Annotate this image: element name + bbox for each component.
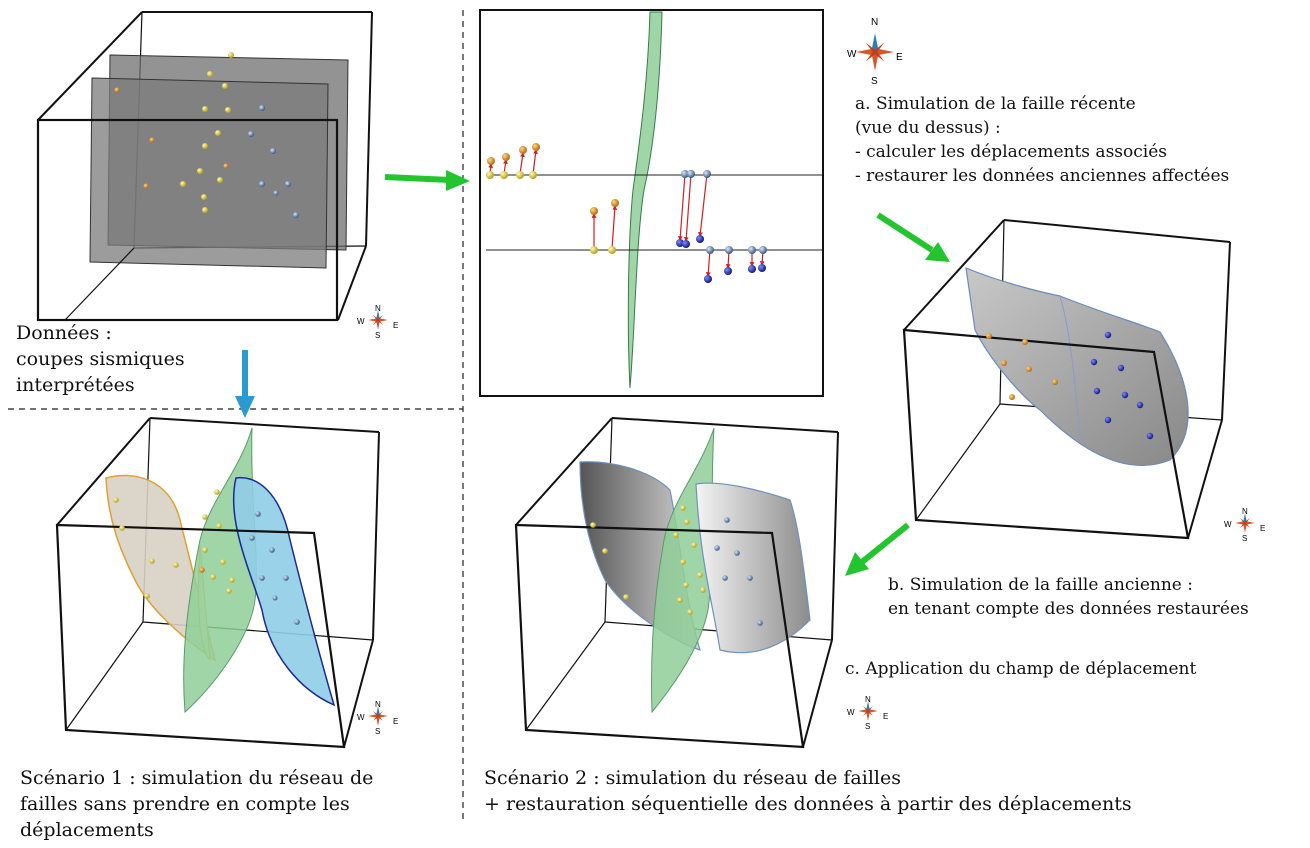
flow-arrow-icon: [845, 522, 910, 576]
donnees-label: Données : coupes sismiques interprétées: [16, 320, 185, 398]
compass-w-label: W: [847, 49, 857, 60]
compass-w-label: W: [1224, 520, 1232, 529]
dividers: [8, 10, 464, 820]
compass-e-label: E: [393, 321, 398, 330]
scenario2-line-2: + restauration séquentielle des données …: [484, 793, 1132, 815]
scenario1-line-3: déplacements: [20, 819, 154, 841]
step-b-line-2: en tenant compte des données restaurées: [888, 599, 1249, 619]
flow-arrow-icon: [876, 212, 950, 262]
compass-e-label: E: [393, 717, 398, 726]
compass-e-label: E: [1260, 524, 1265, 533]
scenario1-caption: Scénario 1 : simulation du réseau de fai…: [20, 765, 373, 843]
compass-w-label: W: [357, 713, 365, 722]
compass-n-label: N: [375, 304, 381, 313]
compass-n-label: N: [871, 17, 878, 28]
scenario1-line-1: Scénario 1 : simulation du réseau de: [20, 767, 374, 789]
compass-w-label: W: [847, 708, 855, 717]
donnees-line-2: coupes sismiques: [16, 348, 185, 370]
compass-n-label: N: [865, 695, 871, 704]
compass-e-label: E: [896, 52, 903, 63]
compass-rose-icon: [368, 706, 388, 726]
scenario2-line-1: Scénario 2 : simulation du réseau de fai…: [484, 767, 901, 789]
scenario2-caption: Scénario 2 : simulation du réseau de fai…: [484, 765, 1132, 817]
displacement-vectors: [488, 149, 765, 277]
compass-rose-icon: [368, 310, 388, 330]
scenario1-line-2: failles sans prendre en compte les: [20, 793, 350, 815]
top-view-panel: [479, 9, 824, 397]
step-a-line-1: a. Simulation de la faille récente: [855, 94, 1136, 114]
compass-rose-icon: [858, 701, 878, 721]
flow-arrow-icon: [235, 350, 255, 418]
donnees-line-3: interprétées: [16, 374, 135, 396]
step-a-label: a. Simulation de la faille récente (vue …: [855, 92, 1229, 188]
compass-s-label: S: [1242, 534, 1247, 543]
seismic-sections-box: [36, 11, 373, 322]
scenario1-box: [55, 417, 380, 749]
step-a-line-4: - restaurer les données anciennes affect…: [855, 166, 1230, 186]
compass-s-label: S: [865, 722, 870, 731]
compass-s-label: S: [375, 331, 380, 340]
step-a-line-2: (vue du dessus) :: [855, 118, 1001, 138]
step-b-line-1: b. Simulation de la faille ancienne :: [888, 575, 1193, 595]
compass-e-label: E: [883, 712, 888, 721]
compass-rose-icon: [1235, 513, 1255, 533]
compass-n-label: N: [375, 700, 381, 709]
compass-rose-icon: [856, 33, 894, 71]
compass-w-label: W: [357, 317, 365, 326]
compass-s-label: S: [375, 727, 380, 736]
scenario2-box: [514, 417, 839, 749]
compass-s-label: S: [871, 76, 878, 87]
old-fault-box: [902, 219, 1231, 540]
donnees-line-1: Données :: [16, 322, 112, 344]
step-b-label: b. Simulation de la faille ancienne : en…: [888, 573, 1249, 621]
step-a-line-3: - calculer les déplacements associés: [855, 142, 1167, 162]
flow-arrow-icon: [384, 170, 470, 191]
compass-n-label: N: [1242, 507, 1248, 516]
step-c-label: c. Application du champ de déplacement: [845, 659, 1197, 679]
